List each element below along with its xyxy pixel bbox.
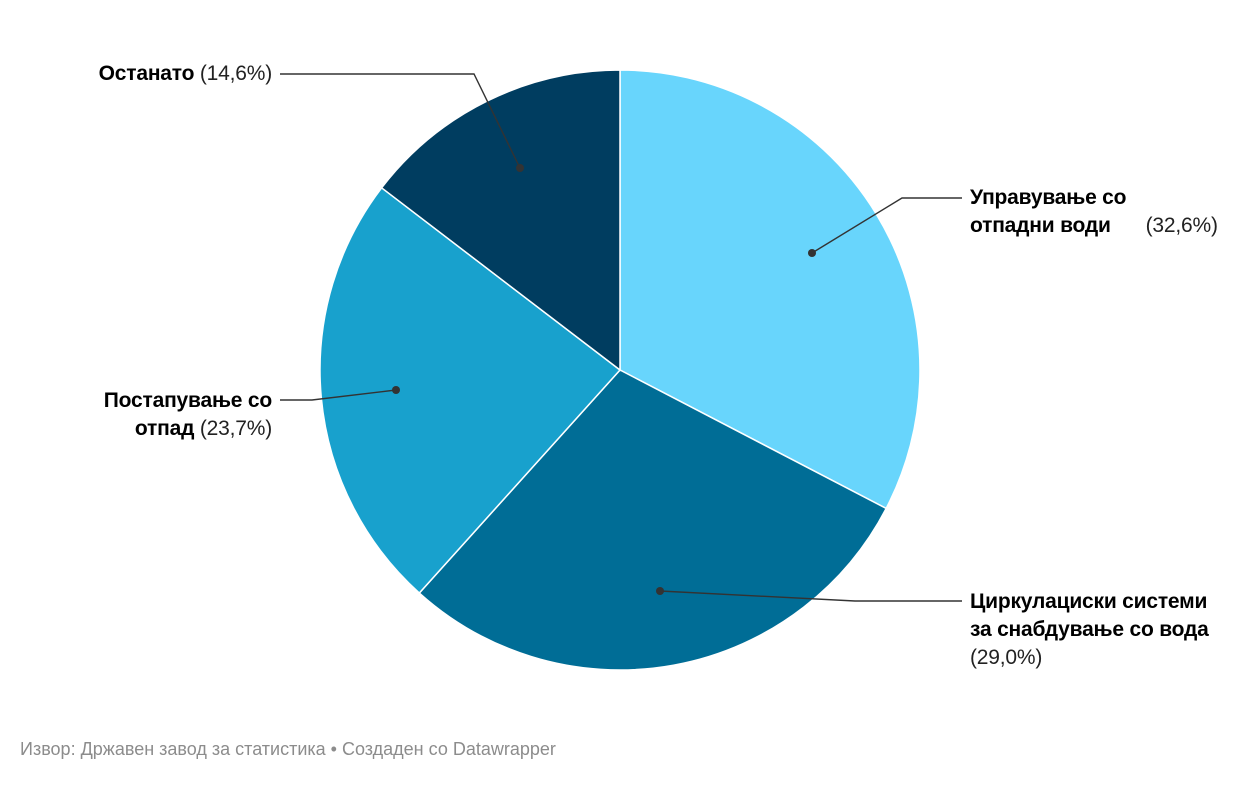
pie-slice-circulation	[418, 369, 888, 671]
leader-dot-circulation	[656, 587, 664, 595]
slice-label-percent: (14,6%)	[199, 62, 272, 85]
leader-dot-other	[516, 164, 524, 172]
slice-label-name: Останато	[98, 62, 195, 85]
leader-lines	[280, 73, 962, 602]
leader-line-circulation	[659, 590, 962, 602]
leader-dot-wastewater	[808, 249, 816, 257]
pie-slice-waste	[319, 186, 622, 595]
slice-label-other: Останато (14,6%)	[20, 60, 273, 88]
slice-label-percent: (29,0%)	[970, 646, 1043, 669]
slice-label-percent: (23,7%)	[199, 417, 272, 440]
slice-label-name: Управување со отпадни води	[970, 186, 1127, 237]
leader-line-other	[280, 73, 521, 169]
slice-label-circulation: Циркулациски системи за снабдување со во…	[970, 588, 1210, 672]
leader-dot-waste	[392, 386, 400, 394]
pie-slices	[319, 69, 921, 671]
leader-line-wastewater	[811, 197, 962, 254]
slice-label-percent: (32,6%)	[1145, 214, 1218, 237]
source-footer: Извор: Државен завод за статистика • Соз…	[20, 739, 556, 759]
slice-label-name: Постапување со отпад	[103, 389, 272, 440]
leader-line-waste	[280, 389, 397, 401]
slice-label-wastewater: Управување со отпадни води (32,6%)	[970, 184, 1220, 240]
slice-label-waste: Постапување со отпад (23,7%)	[60, 387, 272, 443]
slice-label-name: Циркулациски системи за снабдување со во…	[970, 590, 1209, 641]
